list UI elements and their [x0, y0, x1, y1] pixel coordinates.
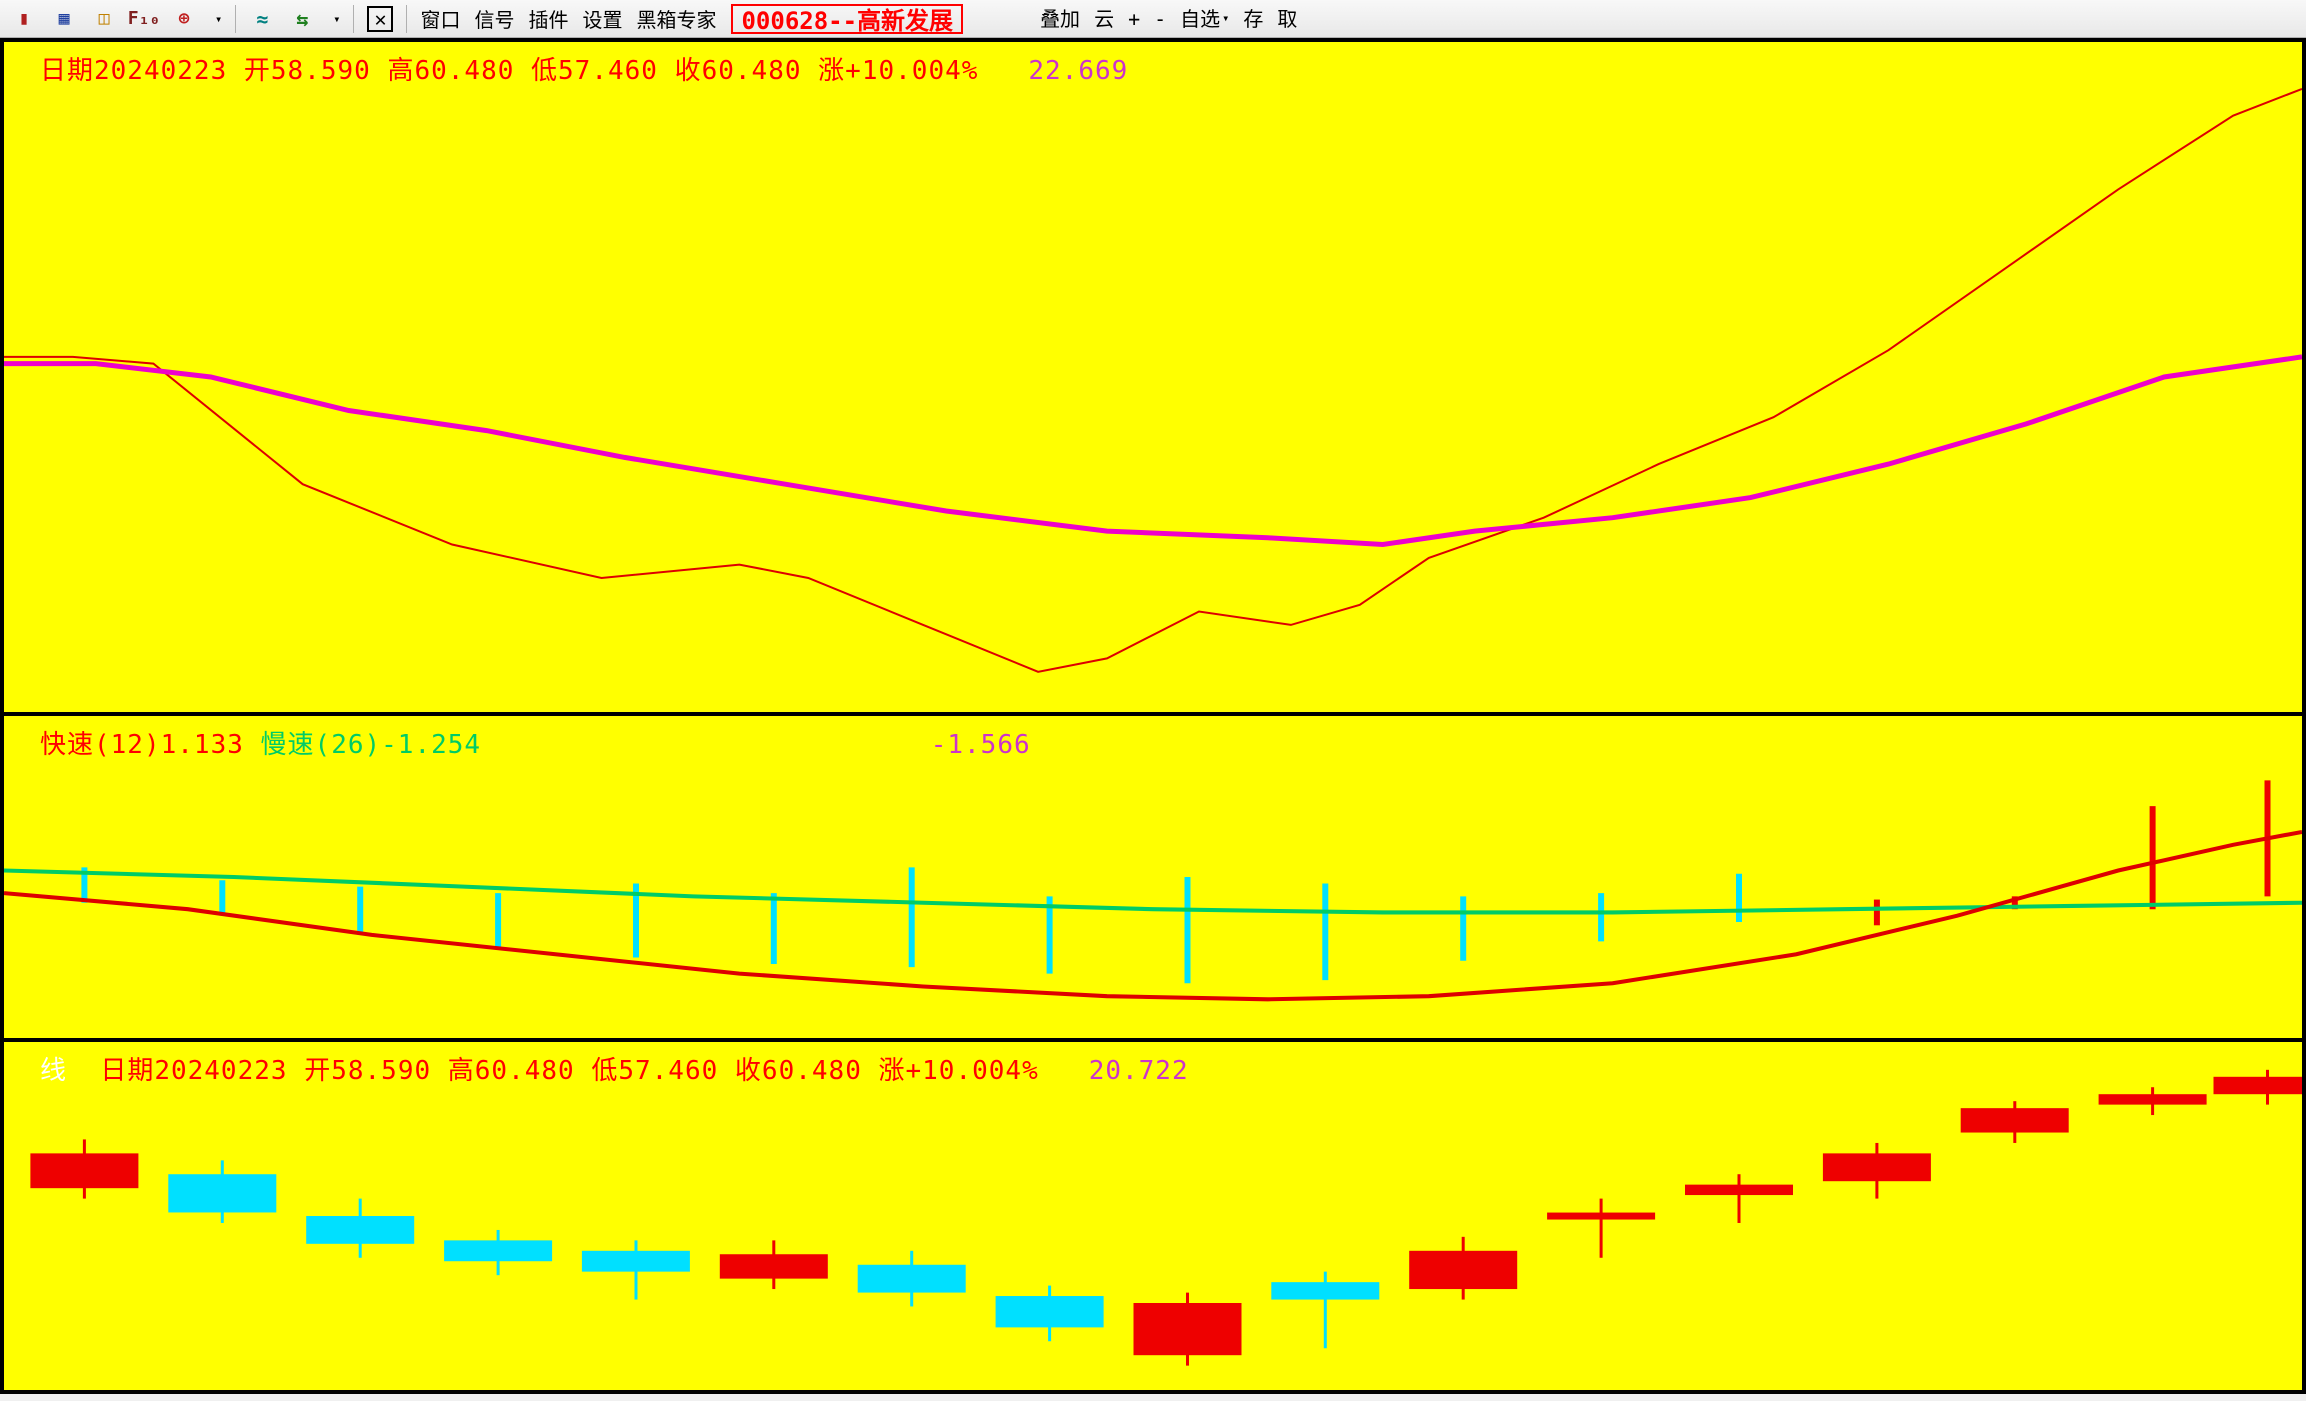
calendar-icon-glyph: ▦ [51, 6, 77, 32]
panel-icon-glyph: ◫ [91, 6, 117, 32]
volume-chart-svg [4, 1042, 2302, 1390]
candlestick-icon-glyph: ▮ [11, 6, 37, 32]
indicator-chart-svg [4, 716, 2302, 1038]
legend-text: 快速(12)1.133 [40, 730, 244, 760]
menu-3[interactable]: 设置 [575, 4, 629, 34]
stock-code-display[interactable]: 000628--高新发展 [731, 4, 963, 34]
close-icon: ✕ [367, 6, 393, 32]
chart-style-icon-glyph: ⊕ [171, 6, 197, 32]
plus-button[interactable]: + [1121, 4, 1147, 34]
panel-icon[interactable]: ◫ [84, 4, 124, 34]
minus-button[interactable]: - [1147, 4, 1173, 34]
indicator-chart-legend: 快速(12)1.133 慢速(26)-1.254 -1.566 [40, 724, 1031, 761]
indicator-dropdown[interactable]: ▾ [324, 4, 347, 34]
indicator2-icon-glyph: ⇆ [289, 6, 315, 32]
legend-text: 日期20240223 开58.590 高60.480 低57.460 收60.4… [67, 1056, 1039, 1086]
cloud-menu[interactable]: 云 [1087, 3, 1121, 33]
indicator2-icon[interactable]: ⇆ [282, 4, 322, 34]
price-chart-legend: 日期20240223 开58.590 高60.480 低57.460 收60.4… [40, 50, 1128, 87]
indicator-icon-glyph: ≈ [249, 6, 275, 32]
separator [353, 5, 354, 33]
legend-text: 线 [40, 1056, 67, 1086]
candlestick-icon[interactable]: ▮ [4, 4, 44, 34]
menu-2[interactable]: 插件 [521, 4, 575, 34]
load-button[interactable]: 取 [1270, 3, 1304, 33]
separator [406, 5, 407, 33]
price-chart-panel[interactable]: 日期20240223 开58.590 高60.480 低57.460 收60.4… [0, 38, 2306, 716]
chart-panels: 日期20240223 开58.590 高60.480 低57.460 收60.4… [0, 38, 2306, 1401]
menu-0[interactable]: 窗口 [413, 4, 467, 34]
volume-chart-panel[interactable]: 线 日期20240223 开58.590 高60.480 低57.460 收60… [0, 1042, 2306, 1394]
close-chart-button[interactable]: ✕ [360, 4, 400, 34]
chart-style-icon[interactable]: ⊕ [164, 4, 204, 34]
f10-icon-glyph: F₁₀ [131, 6, 157, 32]
volume-chart-legend: 线 日期20240223 开58.590 高60.480 低57.460 收60… [40, 1050, 1189, 1087]
menu-1[interactable]: 信号 [467, 4, 521, 34]
legend-text: 20.722 [1039, 1056, 1189, 1086]
save-button[interactable]: 存 [1236, 3, 1270, 33]
legend-text: -1.566 [481, 730, 1031, 760]
menu-4[interactable]: 黑箱专家 [629, 4, 723, 34]
price-chart-svg [4, 42, 2302, 712]
legend-text: 22.669 [978, 56, 1128, 86]
chart-style-dropdown[interactable]: ▾ [206, 4, 229, 34]
legend-text: 日期20240223 开58.590 高60.480 低57.460 收60.4… [40, 56, 978, 86]
legend-text: 慢速(26)-1.254 [244, 730, 481, 760]
separator [235, 5, 236, 33]
overlay-menu[interactable]: 叠加 [1033, 3, 1087, 33]
indicator-icon[interactable]: ≈ [242, 4, 282, 34]
f10-icon[interactable]: F₁₀ [124, 4, 164, 34]
favorites-menu[interactable]: 自选▾ [1173, 3, 1236, 33]
calendar-icon[interactable]: ▦ [44, 4, 84, 34]
toolbar: ▮ ▦ ◫ F₁₀ ⊕ ▾ ≈ ⇆ ▾ ✕ 窗口信号插件设置黑箱专家 000628--高新… [0, 0, 2306, 38]
indicator-chart-panel[interactable]: 快速(12)1.133 慢速(26)-1.254 -1.566 [0, 716, 2306, 1042]
